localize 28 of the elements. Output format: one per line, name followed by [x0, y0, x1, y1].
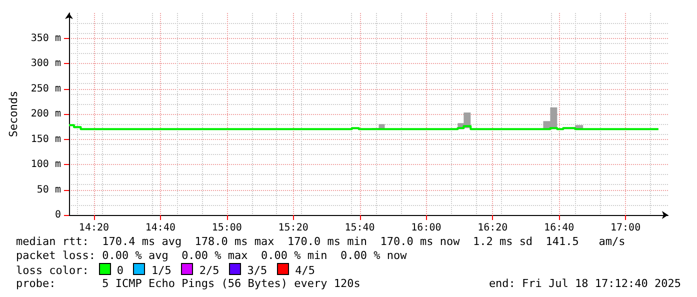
x-tick-label: 16:20: [478, 222, 508, 234]
text: loss color:: [16, 264, 89, 277]
x-tick-label: 15:20: [278, 222, 308, 234]
x-tick-label: 16:40: [544, 222, 574, 234]
x-tick-label: 14:20: [78, 222, 110, 234]
text: 3/5: [247, 264, 268, 277]
text: end: Fri Jul 18 17:12:40 2025: [488, 277, 681, 290]
y-tick-label: 200 m: [30, 108, 61, 120]
y-tick-label: 100 m: [30, 159, 61, 170]
text: 4/5: [295, 264, 315, 277]
text: packet loss: 0.00 % avg 0.00 % max 0.00 % min 0.00 % now: [16, 249, 407, 262]
y-tick-label: 350 m: [30, 32, 61, 44]
x-tick-label: 15:00: [212, 222, 242, 234]
x-tick-label: 14:40: [145, 222, 176, 234]
y-tick-label: 50 m: [36, 184, 61, 196]
text: median rtt: 170.4 ms avg 178.0 ms max 170.0 ms min 170.0 ms now 1.2 ms sd 141.5 am/s: [16, 235, 626, 248]
y-tick-label: 150 m: [30, 134, 61, 145]
y-tick-label: 250 m: [30, 83, 61, 94]
text: probe: 5 ICMP Echo Pings (56 Bytes) every 120s: [16, 277, 360, 290]
text: 0: [116, 264, 124, 277]
text: 1/5: [151, 264, 172, 277]
y-axis-title: Seconds: [7, 90, 20, 138]
x-tick-label: 15:40: [344, 222, 375, 234]
y-tick-label: 0: [54, 210, 61, 220]
x-tick-label: 17:00: [610, 222, 641, 234]
text: 2/5: [199, 264, 220, 277]
y-tick-label: 300 m: [30, 58, 61, 69]
x-tick-label: 16:00: [411, 222, 442, 234]
